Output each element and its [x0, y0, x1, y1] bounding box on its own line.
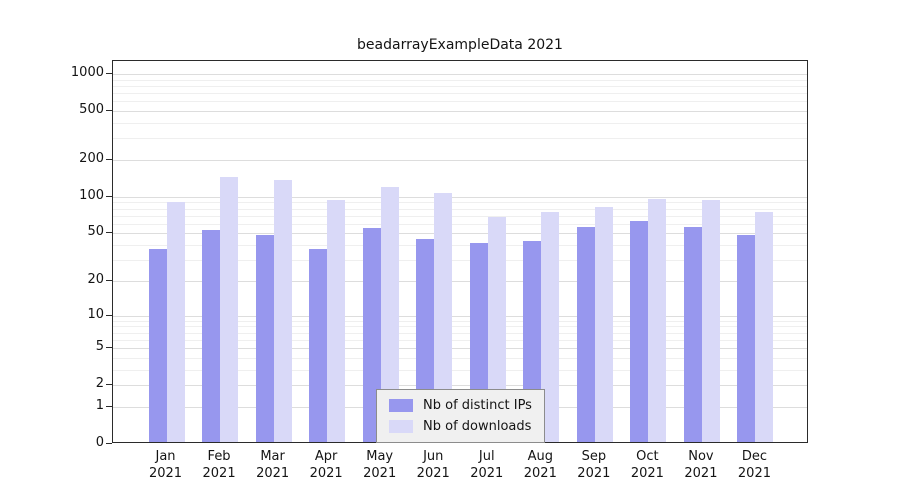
y-tick-label-2: 2: [95, 376, 104, 392]
bar-distinct-ips-nov2021: [683, 227, 702, 442]
y-tick-label-1: 1: [95, 397, 104, 413]
legend-swatch-distinct-ips: [389, 399, 413, 412]
chart-title: beadarrayExampleData 2021: [357, 37, 563, 53]
bar-downloads-jan2021: [166, 201, 185, 442]
bar-downloads-jun2021: [434, 192, 453, 442]
gridline-200: [113, 159, 807, 161]
x-tick-label-jan2021: Jan 2021: [148, 449, 183, 481]
legend: Nb of distinct IPs Nb of downloads: [376, 389, 545, 443]
x-tick-label-oct2021: Oct 2021: [630, 449, 664, 481]
y-tick-mark-100: [106, 195, 112, 197]
y-tick-mark-10: [106, 314, 112, 316]
y-tick-label-200: 200: [79, 150, 104, 166]
gridline-9: [113, 320, 807, 322]
legend-label-downloads: Nb of downloads: [423, 419, 532, 434]
gridline-7: [113, 332, 807, 334]
legend-label-distinct-ips: Nb of distinct IPs: [423, 398, 532, 413]
legend-swatch-downloads: [389, 420, 413, 433]
bar-downloads-sep2021: [594, 206, 613, 442]
y-tick-mark-5: [106, 347, 112, 349]
x-tick-label-jun2021: Jun 2021: [416, 449, 450, 481]
gridline-2: [113, 385, 807, 387]
bar-downloads-nov2021: [701, 199, 720, 442]
gridline-70: [113, 215, 807, 217]
gridline-1000: [113, 74, 807, 75]
y-tick-label-500: 500: [79, 102, 104, 118]
y-tick-label-100: 100: [79, 187, 104, 203]
x-tick-label-may2021: May 2021: [363, 449, 397, 481]
legend-item-distinct-ips: Nb of distinct IPs: [389, 398, 532, 413]
gridline-600: [113, 101, 807, 103]
bar-downloads-dec2021: [755, 211, 774, 442]
y-tick-label-20: 20: [87, 271, 104, 287]
y-tick-mark-500: [106, 110, 112, 112]
gridline-300: [113, 138, 807, 140]
y-tick-label-1000: 1000: [70, 65, 104, 80]
bar-distinct-ips-dec2021: [737, 234, 756, 442]
gridline-10: [113, 315, 807, 317]
gridline-60: [113, 223, 807, 225]
bar-distinct-ips-may2021: [362, 228, 381, 442]
gridline-20: [113, 280, 807, 282]
y-tick-mark-20: [106, 279, 112, 281]
gridline-50: [113, 233, 807, 235]
x-tick-label-mar2021: Mar 2021: [256, 449, 290, 481]
gridline-500: [113, 111, 807, 113]
x-tick-label-apr2021: Apr 2021: [309, 449, 343, 481]
y-tick-label-0: 0: [95, 435, 104, 450]
x-tick-label-jul2021: Jul 2021: [470, 449, 504, 481]
y-tick-label-10: 10: [87, 306, 104, 322]
gridline-700: [113, 93, 807, 95]
bar-downloads-may2021: [380, 187, 399, 442]
legend-item-downloads: Nb of downloads: [389, 419, 532, 434]
y-tick-mark-200: [106, 158, 112, 160]
y-tick-mark-1: [106, 405, 112, 407]
bar-downloads-oct2021: [648, 198, 667, 442]
bar-downloads-jul2021: [487, 216, 506, 442]
x-tick-label-dec2021: Dec 2021: [737, 449, 771, 481]
gridline-900: [113, 79, 807, 81]
gridline-8: [113, 326, 807, 328]
y-tick-label-5: 5: [95, 339, 104, 355]
y-tick-mark-1000: [106, 73, 112, 74]
gridline-30: [113, 260, 807, 262]
bar-distinct-ips-jan2021: [148, 248, 167, 442]
gridline-800: [113, 85, 807, 87]
bar-downloads-aug2021: [541, 212, 560, 442]
bar-downloads-feb2021: [220, 176, 239, 442]
bar-downloads-apr2021: [327, 199, 346, 442]
gridline-3: [113, 369, 807, 371]
x-tick-label-aug2021: Aug 2021: [523, 449, 557, 481]
x-tick-label-sep2021: Sep 2021: [577, 449, 611, 481]
y-tick-mark-50: [106, 232, 112, 234]
gridline-4: [113, 357, 807, 359]
gridline-400: [113, 122, 807, 124]
plot-area: Nb of distinct IPs Nb of downloads: [112, 60, 808, 443]
gridline-40: [113, 245, 807, 247]
y-tick-mark-2: [106, 384, 112, 386]
gridline-6: [113, 339, 807, 341]
gridline-5: [113, 348, 807, 350]
y-tick-label-50: 50: [87, 224, 104, 240]
gridline-80: [113, 208, 807, 210]
bar-distinct-ips-sep2021: [576, 227, 595, 442]
x-tick-label-nov2021: Nov 2021: [684, 449, 718, 481]
bar-distinct-ips-apr2021: [309, 248, 328, 442]
x-tick-label-feb2021: Feb 2021: [202, 449, 236, 481]
gridline-90: [113, 202, 807, 204]
bar-distinct-ips-feb2021: [202, 230, 221, 442]
gridline-100: [113, 196, 807, 198]
bar-distinct-ips-oct2021: [630, 220, 649, 442]
bar-downloads-mar2021: [273, 180, 292, 442]
y-tick-mark-0: [106, 443, 112, 444]
bar-distinct-ips-mar2021: [255, 234, 274, 442]
